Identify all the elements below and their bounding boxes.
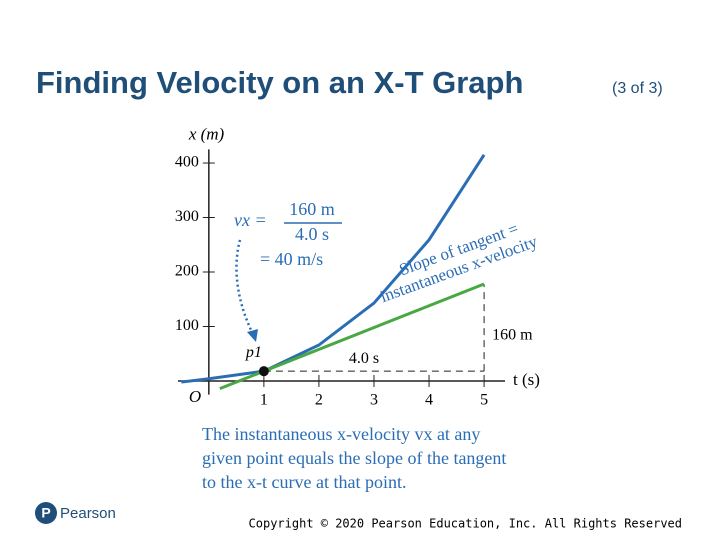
formula-arrow: [235, 239, 256, 337]
x-tick-label: 5: [480, 392, 488, 409]
rise-label: 160 m: [492, 326, 533, 343]
y-axis-label: x (m): [188, 124, 225, 143]
run-label: 4.0 s: [349, 350, 379, 367]
x-tick-label: 4: [425, 392, 433, 409]
y-tick-label: 100: [175, 317, 199, 334]
y-tick-label: 200: [175, 263, 199, 280]
caption-line: to the x-t curve at that point.: [202, 472, 406, 492]
formula-lhs: vx =: [234, 210, 267, 230]
y-tick-label: 300: [175, 208, 199, 225]
x-tick-label: 3: [370, 392, 378, 409]
formula-arrowhead: [247, 329, 258, 342]
origin-label: O: [189, 387, 201, 406]
x-tick-label: 1: [260, 392, 268, 409]
copyright: Copyright © 2020 Pearson Education, Inc.…: [249, 517, 682, 531]
y-tick-label: 400: [175, 154, 199, 171]
point-label: p1: [245, 344, 262, 361]
series-line: [181, 154, 486, 384]
x-tick-label: 2: [315, 392, 323, 409]
point-p1: [258, 366, 269, 377]
formula-num: 160 m: [289, 199, 335, 219]
slide-title: Finding Velocity on an X-T Graph: [36, 65, 523, 100]
logo-letter: P: [41, 505, 50, 521]
x-axis-label: t (s): [513, 370, 540, 389]
logo-text: Pearson: [60, 505, 116, 522]
caption-line: The instantaneous x-velocity vx at any: [202, 424, 480, 444]
slide-subtitle: (3 of 3): [612, 80, 663, 97]
formula-result: = 40 m/s: [260, 249, 323, 269]
logo-mark: [35, 502, 57, 524]
formula-den: 4.0 s: [295, 224, 329, 244]
caption-line: given point equals the slope of the tang…: [202, 448, 506, 468]
